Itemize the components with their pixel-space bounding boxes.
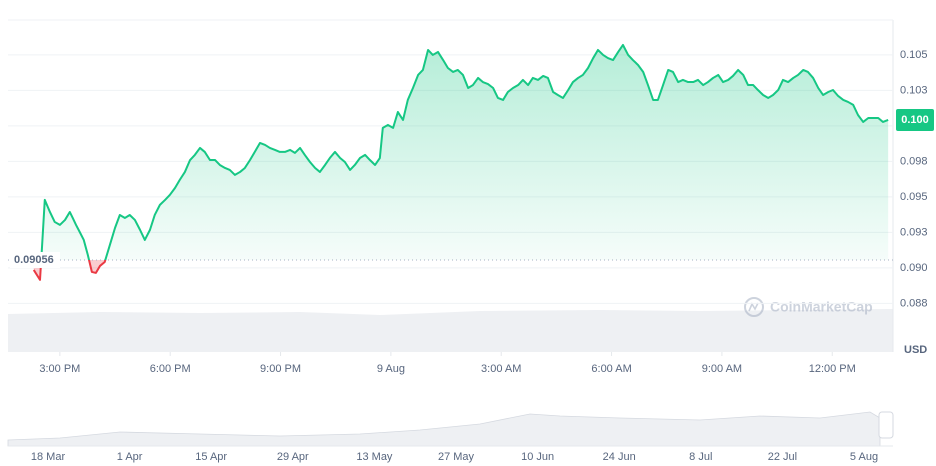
watermark-text: CoinMarketCap: [770, 299, 873, 315]
volume-band: [8, 309, 893, 352]
x-tick-label: 12:00 PM: [809, 363, 856, 375]
navigator-label: 29 Apr: [277, 451, 309, 463]
navigator-label: 27 May: [438, 451, 475, 463]
price-line-up: [40, 43, 889, 260]
last-price-label: 0.100: [901, 114, 929, 126]
x-tick-label: 6:00 PM: [150, 363, 191, 375]
y-tick-label: 0.095: [900, 191, 928, 203]
navigator-label: 22 Jul: [768, 451, 797, 463]
y-tick-label: 0.093: [900, 226, 928, 238]
y-tick-label: 0.098: [900, 155, 928, 167]
x-tick-label: 9:00 PM: [260, 363, 301, 375]
x-tick-label: 3:00 AM: [481, 363, 521, 375]
x-tick-label: 9:00 AM: [702, 363, 742, 375]
navigator-label: 18 Mar: [31, 451, 66, 463]
navigator-label: 1 Apr: [117, 451, 143, 463]
currency-label: USD: [904, 344, 927, 356]
navigator-label: 5 Aug: [850, 451, 878, 463]
y-tick-label: 0.103: [900, 84, 928, 96]
x-tick-label: 9 Aug: [377, 363, 405, 375]
y-tick-label: 0.088: [900, 297, 928, 309]
reference-label-bg: [10, 251, 60, 268]
x-tick-label: 3:00 PM: [39, 363, 80, 375]
plot: 0.088 0.090 0.093 0.095 0.098 0.100 0.103 0.105…: [8, 43, 934, 463]
navigator-label: 13 May: [356, 451, 393, 463]
navigator-area: [7, 411, 881, 447]
navigator-handle[interactable]: [878, 411, 894, 439]
navigator-label: 15 Apr: [195, 451, 227, 463]
reference-label: 0.09056: [14, 254, 54, 266]
navigator-label: 24 Jun: [603, 451, 636, 463]
navigator-label: 10 Jun: [521, 451, 554, 463]
area-up: [41, 44, 889, 260]
y-tick-label: 0.090: [900, 262, 928, 274]
x-tick-label: 6:00 AM: [591, 363, 631, 375]
y-tick-label: 0.105: [900, 49, 928, 61]
navigator-label: 8 Jul: [689, 451, 712, 463]
last-price-tag: [896, 108, 934, 131]
watermark: CoinMarketCap: [744, 297, 873, 317]
